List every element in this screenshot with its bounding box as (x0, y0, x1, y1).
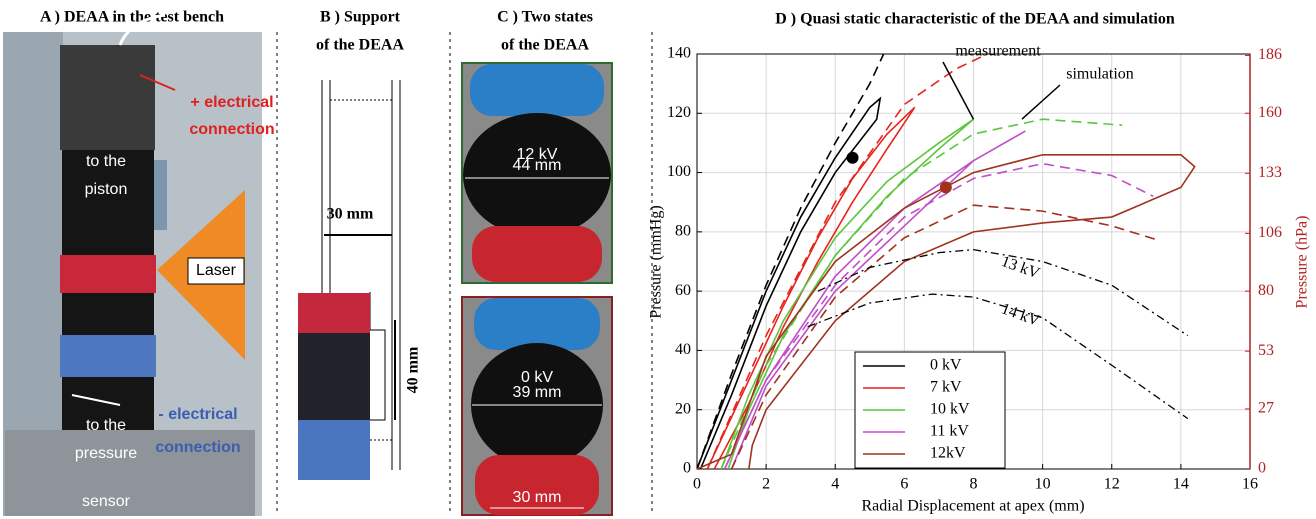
y2-tick-label: 160 (1258, 104, 1282, 121)
y2-tick-label: 133 (1258, 164, 1282, 181)
x-tick-label: 4 (831, 476, 839, 493)
actuator (463, 113, 611, 237)
y2-tick-label: 27 (1258, 400, 1274, 417)
legend-label: 7 kV (930, 379, 962, 396)
label: sensor (82, 493, 131, 510)
y-tick-label: 0 (683, 460, 691, 477)
laser-box (187, 257, 245, 285)
measurement-line (706, 106, 916, 469)
red-band (298, 293, 370, 333)
y2-tick-label: 186 (1258, 46, 1282, 63)
simulation-line (723, 162, 1154, 469)
y-tick-label: 140 (667, 45, 691, 62)
y-tick-label: 120 (667, 104, 691, 121)
dimension-label: 30 mm (327, 206, 374, 223)
label: piston (85, 181, 128, 198)
red-band (60, 255, 156, 293)
dimension-label: 39 mm (513, 384, 562, 401)
simulation-line (720, 118, 1123, 469)
chart-title: D ) Quasi static characteristic of the D… (775, 11, 1175, 28)
y2-tick-label: 106 (1258, 224, 1282, 241)
base (5, 430, 255, 516)
y-tick-label: 60 (675, 282, 691, 299)
annotation-arrow (1021, 84, 1061, 120)
measurement-line (723, 130, 1026, 469)
label: connection (155, 439, 240, 456)
blue-band (474, 298, 600, 350)
y-axis-label: Pressure (mmHg) (648, 205, 665, 318)
x-tick-label: 14 (1173, 476, 1189, 493)
measurement-line (697, 153, 1196, 469)
simulation-line (807, 293, 1189, 420)
blue-band (298, 420, 370, 480)
actuator-photo (298, 396, 370, 420)
legend-label: 0 kV (930, 357, 962, 374)
simulation-line (817, 248, 1189, 337)
red-band (475, 455, 599, 515)
dimension-label: 30 mm (513, 489, 562, 506)
arrow (71, 394, 121, 406)
marker (846, 151, 859, 164)
x-tick-label: 0 (693, 476, 701, 493)
y-tick-label: 40 (675, 341, 691, 358)
arrow (139, 74, 176, 91)
panel-title: B ) Support (320, 9, 401, 26)
label: to the (86, 417, 126, 434)
label: connection (189, 121, 274, 138)
legend-label: 10 kV (930, 401, 970, 418)
y-tick-label: 80 (675, 223, 691, 240)
x-tick-label: 16 (1242, 476, 1258, 493)
panel-title: A ) DEAA in the test bench (40, 9, 224, 26)
simulation-line (697, 54, 885, 469)
annotation: simulation (1066, 66, 1134, 83)
y2-tick-label: 0 (1258, 460, 1266, 477)
x-tick-label: 8 (970, 476, 978, 493)
marker (939, 181, 952, 194)
y2-tick-label: 53 (1258, 342, 1274, 359)
label: + electrical (190, 94, 273, 111)
label: - electrical (158, 406, 237, 423)
panel-title: of the DEAA (316, 37, 404, 54)
x-tick-label: 2 (762, 476, 770, 493)
simulation-line (706, 54, 988, 469)
legend-label: 11 kV (930, 423, 969, 440)
x-tick-label: 12 (1104, 476, 1120, 493)
x-tick-label: 6 (900, 476, 908, 493)
y2-axis-label: Pressure (hPa) (1294, 216, 1311, 309)
dimension-label: 40 mm (405, 346, 422, 393)
panel-title: C ) Two states (497, 9, 593, 26)
y2-tick-label: 80 (1258, 282, 1274, 299)
wire (118, 13, 166, 46)
label: Laser (196, 262, 237, 279)
label: 12 kV (517, 146, 558, 163)
y-tick-label: 20 (675, 400, 691, 417)
curve-label: 14 kV (999, 300, 1042, 330)
legend-label: 12kV (930, 445, 966, 462)
panel-title: of the DEAA (501, 37, 589, 54)
blue-band (470, 64, 604, 116)
y-tick-label: 100 (667, 163, 691, 180)
dimension-label: 44 mm (513, 157, 562, 174)
label: to the (86, 153, 126, 170)
piston (60, 45, 155, 150)
label: pressure (75, 445, 137, 462)
x-tick-label: 10 (1035, 476, 1051, 493)
annotation-arrow (942, 61, 975, 120)
simulation-line (730, 204, 1161, 469)
annotation: measurement (955, 43, 1041, 60)
blue-band (60, 335, 156, 377)
red-band (472, 226, 602, 282)
measurement-line (697, 96, 882, 469)
x-axis-label: Radial Displacement at apex (mm) (861, 498, 1084, 515)
label: 0 kV (521, 369, 553, 386)
